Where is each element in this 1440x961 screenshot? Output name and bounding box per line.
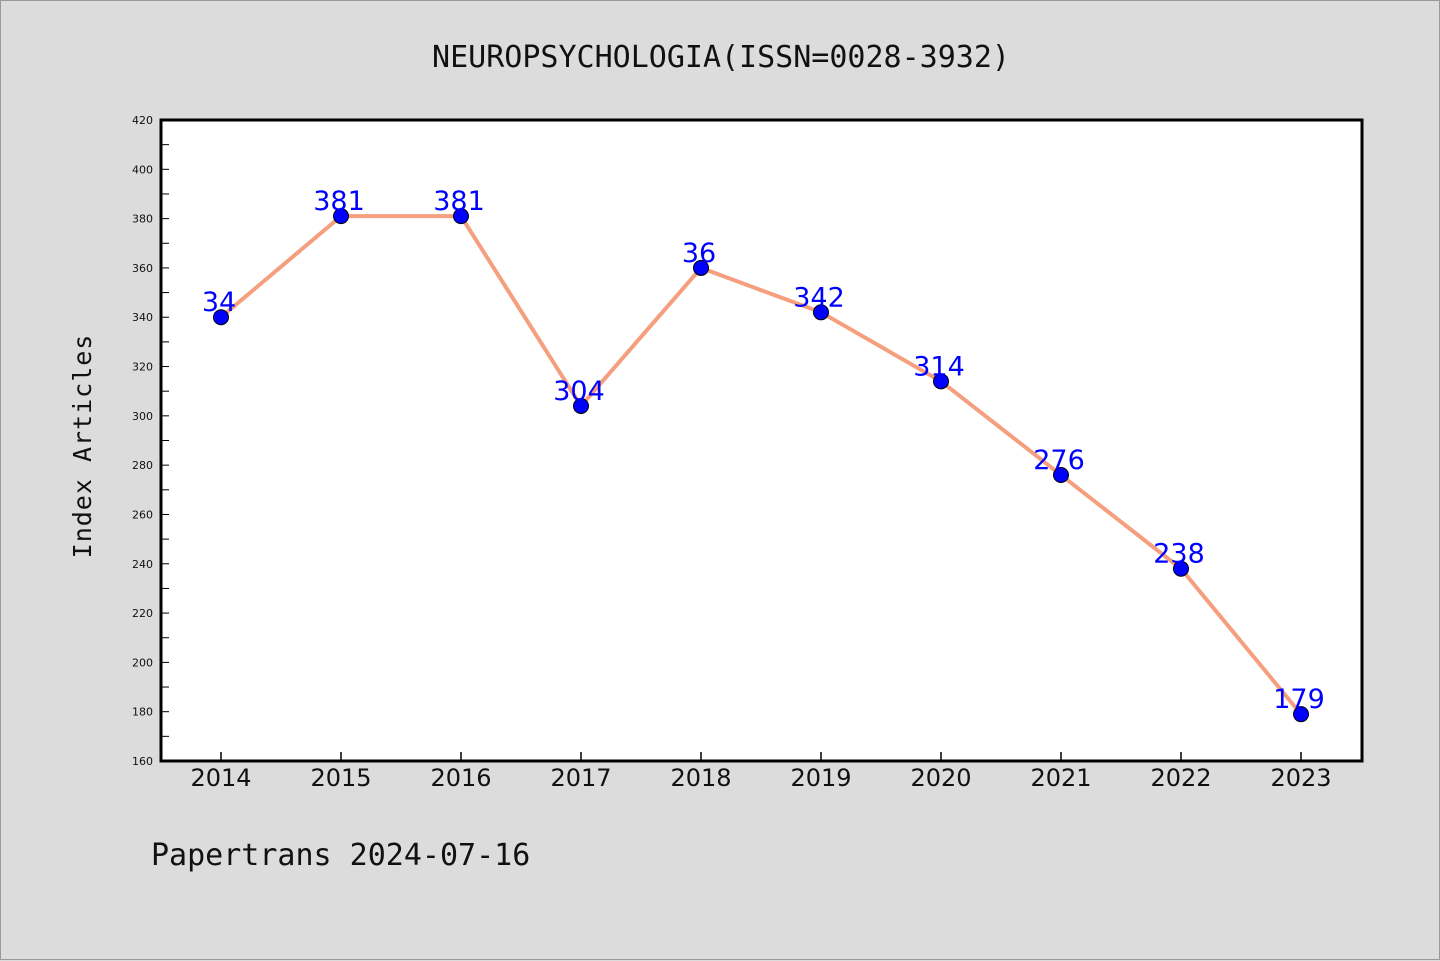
data-label-2015: 381 [313,186,365,217]
x-tick-label: 2019 [790,764,851,792]
data-point-2016 [453,208,469,225]
y-axis-label: Index Articles [68,334,97,559]
data-label-2020: 314 [913,351,965,382]
x-tick-label: 2014 [190,764,251,792]
series-layer [213,208,1309,723]
x-axis: 2014 2015 2016 2017 2018 2019 2020 2021 2022 2023 [190,752,1332,792]
y-tick-label: 320 [132,361,153,374]
footer-watermark: Papertrans 2024-07-16 [151,838,530,873]
series-line [219,214,1303,716]
y-tick-label: 400 [132,163,153,176]
y-tick-label: 340 [132,311,153,324]
y-tick-label: 220 [132,607,153,620]
data-label-2017: 304 [553,376,605,407]
data-label-2014: 34 [202,287,236,318]
chart-title: NEUROPSYCHOLOGIA(ISSN=0028-3932) [432,40,1010,75]
data-label-2018: 36 [682,238,716,269]
x-tick-label: 2016 [430,764,491,792]
plot-area [161,120,1362,761]
data-point-2020 [933,373,949,390]
data-point-2019 [813,304,829,321]
y-tick-label: 380 [132,213,153,226]
x-tick-label: 2020 [910,764,971,792]
data-label-2023: 179 [1273,684,1325,715]
y-tick-label: 360 [132,262,153,275]
y-tick-label: 200 [132,656,153,669]
data-point-2014 [213,309,229,326]
data-point-2021 [1053,467,1069,484]
y-tick-label: 240 [132,558,153,571]
y-axis: 160 180 200 220 240 260 280 300 320 340 360 380 400 4… [132,114,169,768]
data-label-2016: 381 [433,186,485,217]
plot-frame [159,118,1364,763]
data-point-2017 [573,397,589,414]
x-tick-label: 2022 [1150,764,1211,792]
data-point-2018 [693,259,709,276]
data-point-2015 [333,208,349,225]
y-tick-label: 280 [132,459,153,472]
data-label-layer: 34 381 381 304 36 342 314 276 238 179 [202,186,1325,715]
data-label-2022: 238 [1153,539,1205,570]
y-tick-label: 160 [132,755,153,768]
data-label-2019: 342 [793,282,845,313]
y-tick-label: 300 [132,410,153,423]
y-tick-label: 180 [132,706,153,719]
x-tick-label: 2023 [1270,764,1331,792]
data-point-2022 [1173,560,1189,577]
y-tick-label: 260 [132,508,153,521]
x-tick-label: 2018 [670,764,731,792]
x-tick-label: 2015 [310,764,371,792]
data-point-2023 [1293,706,1309,723]
x-tick-label: 2021 [1030,764,1091,792]
data-label-2021: 276 [1033,445,1085,476]
x-tick-label: 2017 [550,764,611,792]
y-tick-label: 420 [132,114,153,127]
